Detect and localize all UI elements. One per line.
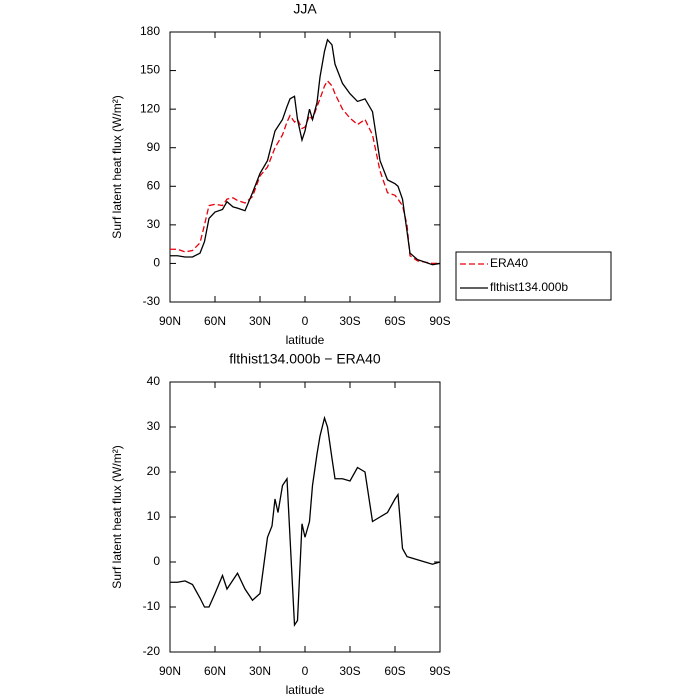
y-tick-label: 40 [147,374,161,388]
legend-label: flthist134.000b [490,280,568,294]
y-axis-label: Surf latent heat flux (W/m²) [110,95,124,238]
y-tick-label: -10 [143,599,161,613]
x-tick-label: 60S [384,314,405,328]
x-axis-label: latitude [286,333,325,347]
y-tick-label: 30 [147,217,161,231]
x-tick-label: 90S [429,314,450,328]
x-tick-label: 0 [302,664,309,678]
y-tick-label: 90 [147,140,161,154]
x-tick-label: 90S [429,664,450,678]
y-tick-label: -30 [143,294,161,308]
y-tick-label: 0 [153,554,160,568]
plot-frame [169,31,441,303]
y-tick-label: 20 [147,464,161,478]
y-tick-label: 180 [140,24,160,38]
x-tick-label: 0 [302,314,309,328]
x-tick-label: 30N [249,664,271,678]
x-tick-label: 30N [249,314,271,328]
chart-title: JJA [293,1,317,17]
x-tick-label: 60N [204,664,226,678]
y-tick-label: 30 [147,419,161,433]
y-tick-label: 60 [147,178,161,192]
series-line [170,415,441,627]
y-tick-label: -20 [143,644,161,658]
y-tick-label: 0 [153,256,160,270]
y-tick-label: 150 [140,63,160,77]
y-axis-label: Surf latent heat flux (W/m²) [110,445,124,588]
chart-title: flthist134.000b − ERA40 [229,351,381,367]
y-tick-label: 10 [147,509,161,523]
y-tick-label: 120 [140,101,160,115]
x-tick-label: 60S [384,664,405,678]
x-tick-label: 90N [159,314,181,328]
legend-box [455,251,612,301]
legend-label: ERA40 [490,256,528,270]
x-axis-label: latitude [286,683,325,697]
x-tick-label: 30S [339,664,360,678]
x-tick-label: 30S [339,314,360,328]
x-tick-label: 90N [159,664,181,678]
x-tick-label: 60N [204,314,226,328]
series-line [170,38,441,266]
series-line [170,79,440,265]
